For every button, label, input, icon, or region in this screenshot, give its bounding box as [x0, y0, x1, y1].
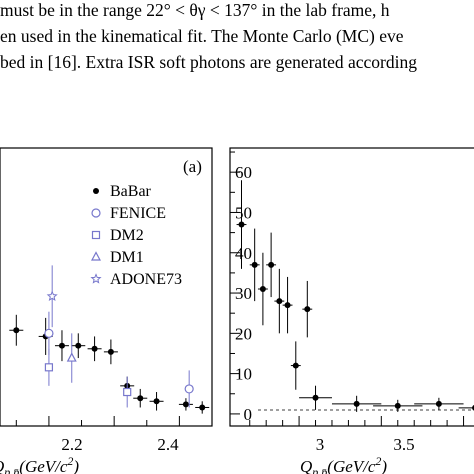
panel-b-ytick-label: 0	[244, 405, 253, 424]
panel-b-ticks	[230, 151, 465, 426]
marker-filled-circle	[394, 402, 401, 409]
panel-a-xlabel: Qp p̄(GeV/c2)	[0, 454, 79, 474]
marker-filled-circle	[13, 327, 20, 334]
legend-label-dm1: DM1	[110, 249, 144, 266]
marker-open-triangle	[91, 251, 101, 261]
marker-open-triangle	[66, 352, 77, 362]
marker-filled-circle	[312, 394, 319, 401]
panel-b-ytick-label: 60	[235, 163, 252, 182]
marker-filled-circle	[58, 342, 65, 349]
panel-b-xtick-2: 3.5	[393, 435, 414, 454]
panel-a-label: (a)	[183, 157, 202, 176]
marker-filled-circle	[268, 261, 275, 268]
legend-label-babar: BaBar	[110, 183, 152, 200]
marker-filled-circle	[107, 348, 114, 355]
panel-a-points	[9, 265, 210, 414]
panel-a-legend: BaBar FENICE DM2 DM1 ADONE73	[90, 183, 182, 288]
marker-open-square	[91, 230, 101, 240]
marker-open-star	[90, 273, 102, 284]
marker-open-star	[46, 290, 58, 301]
panel-b-xtick-1: 3	[316, 435, 325, 454]
marker-open-circle	[44, 328, 54, 338]
panel-b: 0 10 20 30 40 50 60 3 3.5 Qp p̄(GeV/c2)	[229, 147, 474, 474]
panel-a-xtick-2: 2.4	[157, 435, 179, 454]
panel-a-xtick-1: 2.2	[61, 435, 82, 454]
marker-filled-circle	[435, 400, 442, 407]
panel-b-ytick-label: 30	[235, 284, 252, 303]
marker-open-circle	[91, 208, 101, 218]
marker-filled-circle	[284, 302, 291, 309]
marker-filled-circle	[182, 401, 189, 408]
marker-open-square	[123, 387, 132, 397]
legend-label-fenice: FENICE	[110, 205, 166, 222]
paper-text-line-2: en used in the kinematical fit. The Mont…	[0, 26, 404, 46]
panel-b-ytick-label: 20	[235, 324, 252, 343]
panel-a-frame	[0, 147, 213, 427]
legend-label-adone73: ADONE73	[110, 271, 182, 288]
panel-a-ticks	[15, 416, 180, 426]
panel-b-xlabel: Qp p̄(GeV/c2)	[300, 454, 387, 474]
paper-text-line-3: bed in [16]. Extra ISR soft photons are …	[0, 52, 417, 72]
panel-b-frame	[229, 147, 474, 427]
legend-label-dm2: DM2	[110, 227, 144, 244]
marker-open-square	[44, 363, 54, 372]
panel-b-ytick-label: 10	[235, 365, 252, 384]
panel-a: (a) BaBar FENICE DM2 DM1 ADONE73 2.2 2.4 Qp …	[0, 147, 213, 474]
marker-filled-circle	[259, 286, 266, 293]
marker-filled-circle	[276, 298, 283, 305]
marker-filled-circle	[251, 261, 258, 268]
paper-text-line-1: must be in the range 22° < θγ < 137° in …	[0, 0, 390, 20]
marker-filled-circle	[353, 400, 360, 407]
marker-filled-circle	[137, 395, 144, 402]
panel-b-points	[236, 180, 474, 412]
marker-filled-circle	[75, 342, 82, 349]
panel-b-ytick-label: 40	[235, 244, 252, 263]
panel-b-y-tick-labels: 0 10 20 30 40 50 60	[235, 163, 252, 424]
panel-b-ytick-label: 50	[235, 203, 252, 222]
marker-filled-circle	[199, 404, 206, 411]
marker-filled-circle	[304, 306, 311, 313]
marker-filled-circle	[93, 188, 99, 194]
marker-filled-circle	[153, 398, 160, 405]
marker-filled-circle	[292, 362, 299, 369]
marker-open-circle	[184, 384, 194, 394]
marker-filled-circle	[91, 345, 98, 352]
marker-filled-circle	[238, 221, 245, 228]
